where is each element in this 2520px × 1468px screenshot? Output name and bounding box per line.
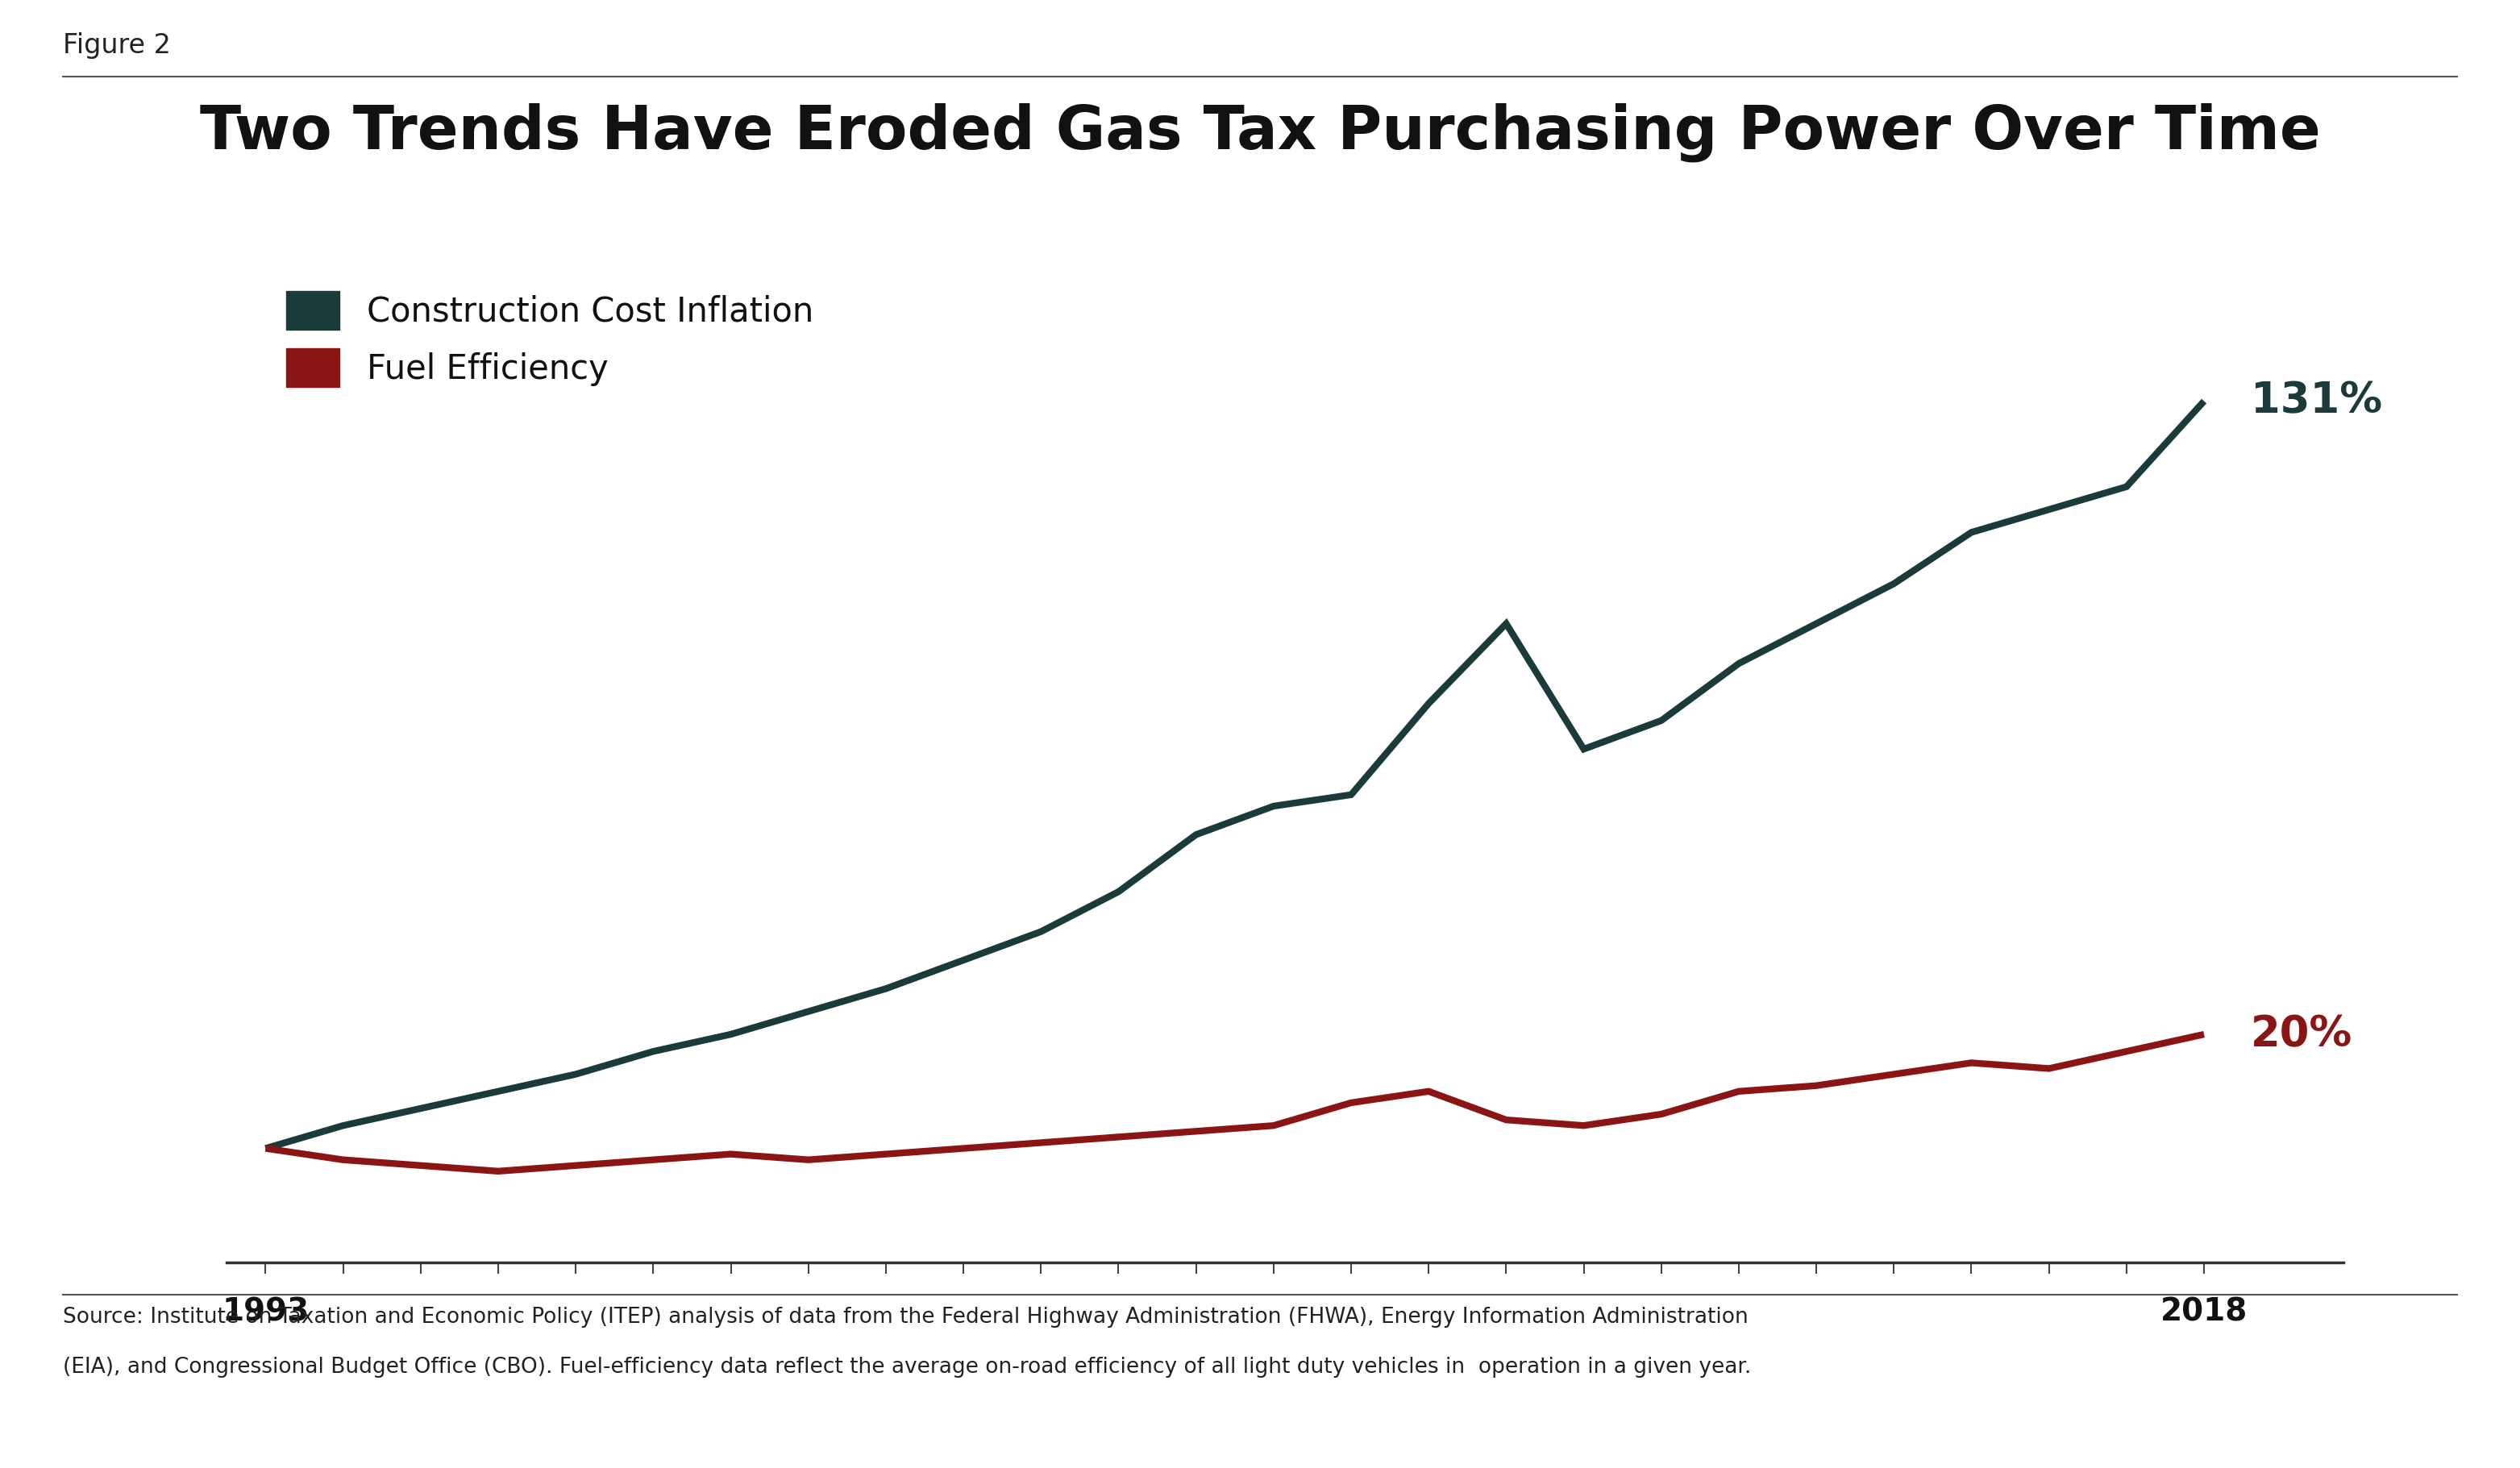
- Text: (EIA), and Congressional Budget Office (CBO). Fuel-efficiency data reflect the a: (EIA), and Congressional Budget Office (…: [63, 1356, 1751, 1377]
- Text: 20%: 20%: [2250, 1013, 2351, 1055]
- Legend: Construction Cost Inflation, Fuel Efficiency: Construction Cost Inflation, Fuel Effici…: [285, 291, 814, 388]
- Text: 2018: 2018: [2160, 1296, 2248, 1327]
- Text: Figure 2: Figure 2: [63, 32, 171, 59]
- Text: Two Trends Have Eroded Gas Tax Purchasing Power Over Time: Two Trends Have Eroded Gas Tax Purchasin…: [199, 103, 2321, 161]
- Text: Source: Institute on Taxation and Economic Policy (ITEP) analysis of data from t: Source: Institute on Taxation and Econom…: [63, 1307, 1749, 1327]
- Text: 1993: 1993: [222, 1296, 310, 1327]
- Text: 131%: 131%: [2250, 380, 2381, 423]
